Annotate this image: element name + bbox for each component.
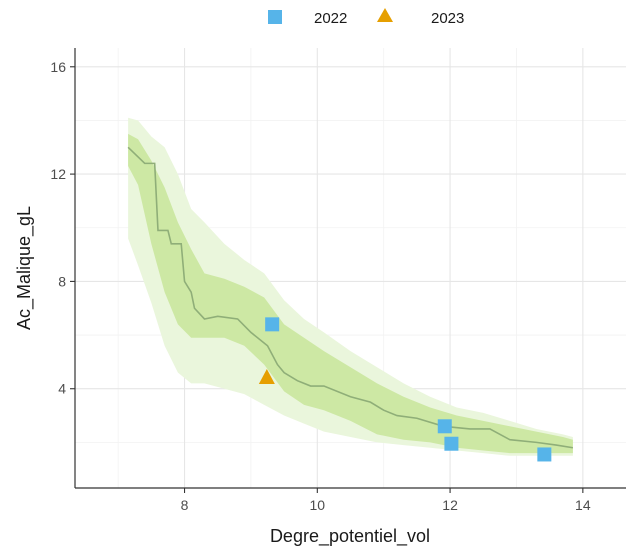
point-2022-1 xyxy=(437,419,452,434)
point-2022-3 xyxy=(537,447,552,462)
point-2022-2 xyxy=(444,436,459,451)
outer-band xyxy=(128,117,573,456)
x-tick-label-14: 14 xyxy=(575,497,591,513)
y-tick-label-12: 12 xyxy=(50,166,66,182)
y-tick-label-4: 4 xyxy=(58,381,66,397)
x-tick-label-12: 12 xyxy=(442,497,458,513)
legend-key-2023 xyxy=(377,8,393,22)
x-tick-label-8: 8 xyxy=(181,497,189,513)
data-points xyxy=(258,317,552,462)
y-axis-title: Ac_Malique_gL xyxy=(14,206,35,330)
plot-border xyxy=(74,48,626,489)
axis-ticks: 8 10 12 14 4 8 12 16 xyxy=(50,59,590,513)
inner-band xyxy=(128,133,573,454)
y-tick-label-8: 8 xyxy=(58,273,66,289)
x-tick-label-10: 10 xyxy=(310,497,326,513)
y-tick-label-16: 16 xyxy=(50,59,66,75)
legend: 2022 2023 xyxy=(268,8,464,27)
legend-label-2022: 2022 xyxy=(314,10,347,27)
point-2023-4 xyxy=(258,369,275,384)
legend-key-2022 xyxy=(268,10,282,24)
uncertainty-bands xyxy=(128,117,573,456)
median-line xyxy=(127,146,574,449)
x-axis-title: Degre_potentiel_vol xyxy=(270,526,430,547)
point-2022-0 xyxy=(265,317,280,332)
legend-label-2023: 2023 xyxy=(431,10,464,27)
median-line-group xyxy=(127,146,574,449)
